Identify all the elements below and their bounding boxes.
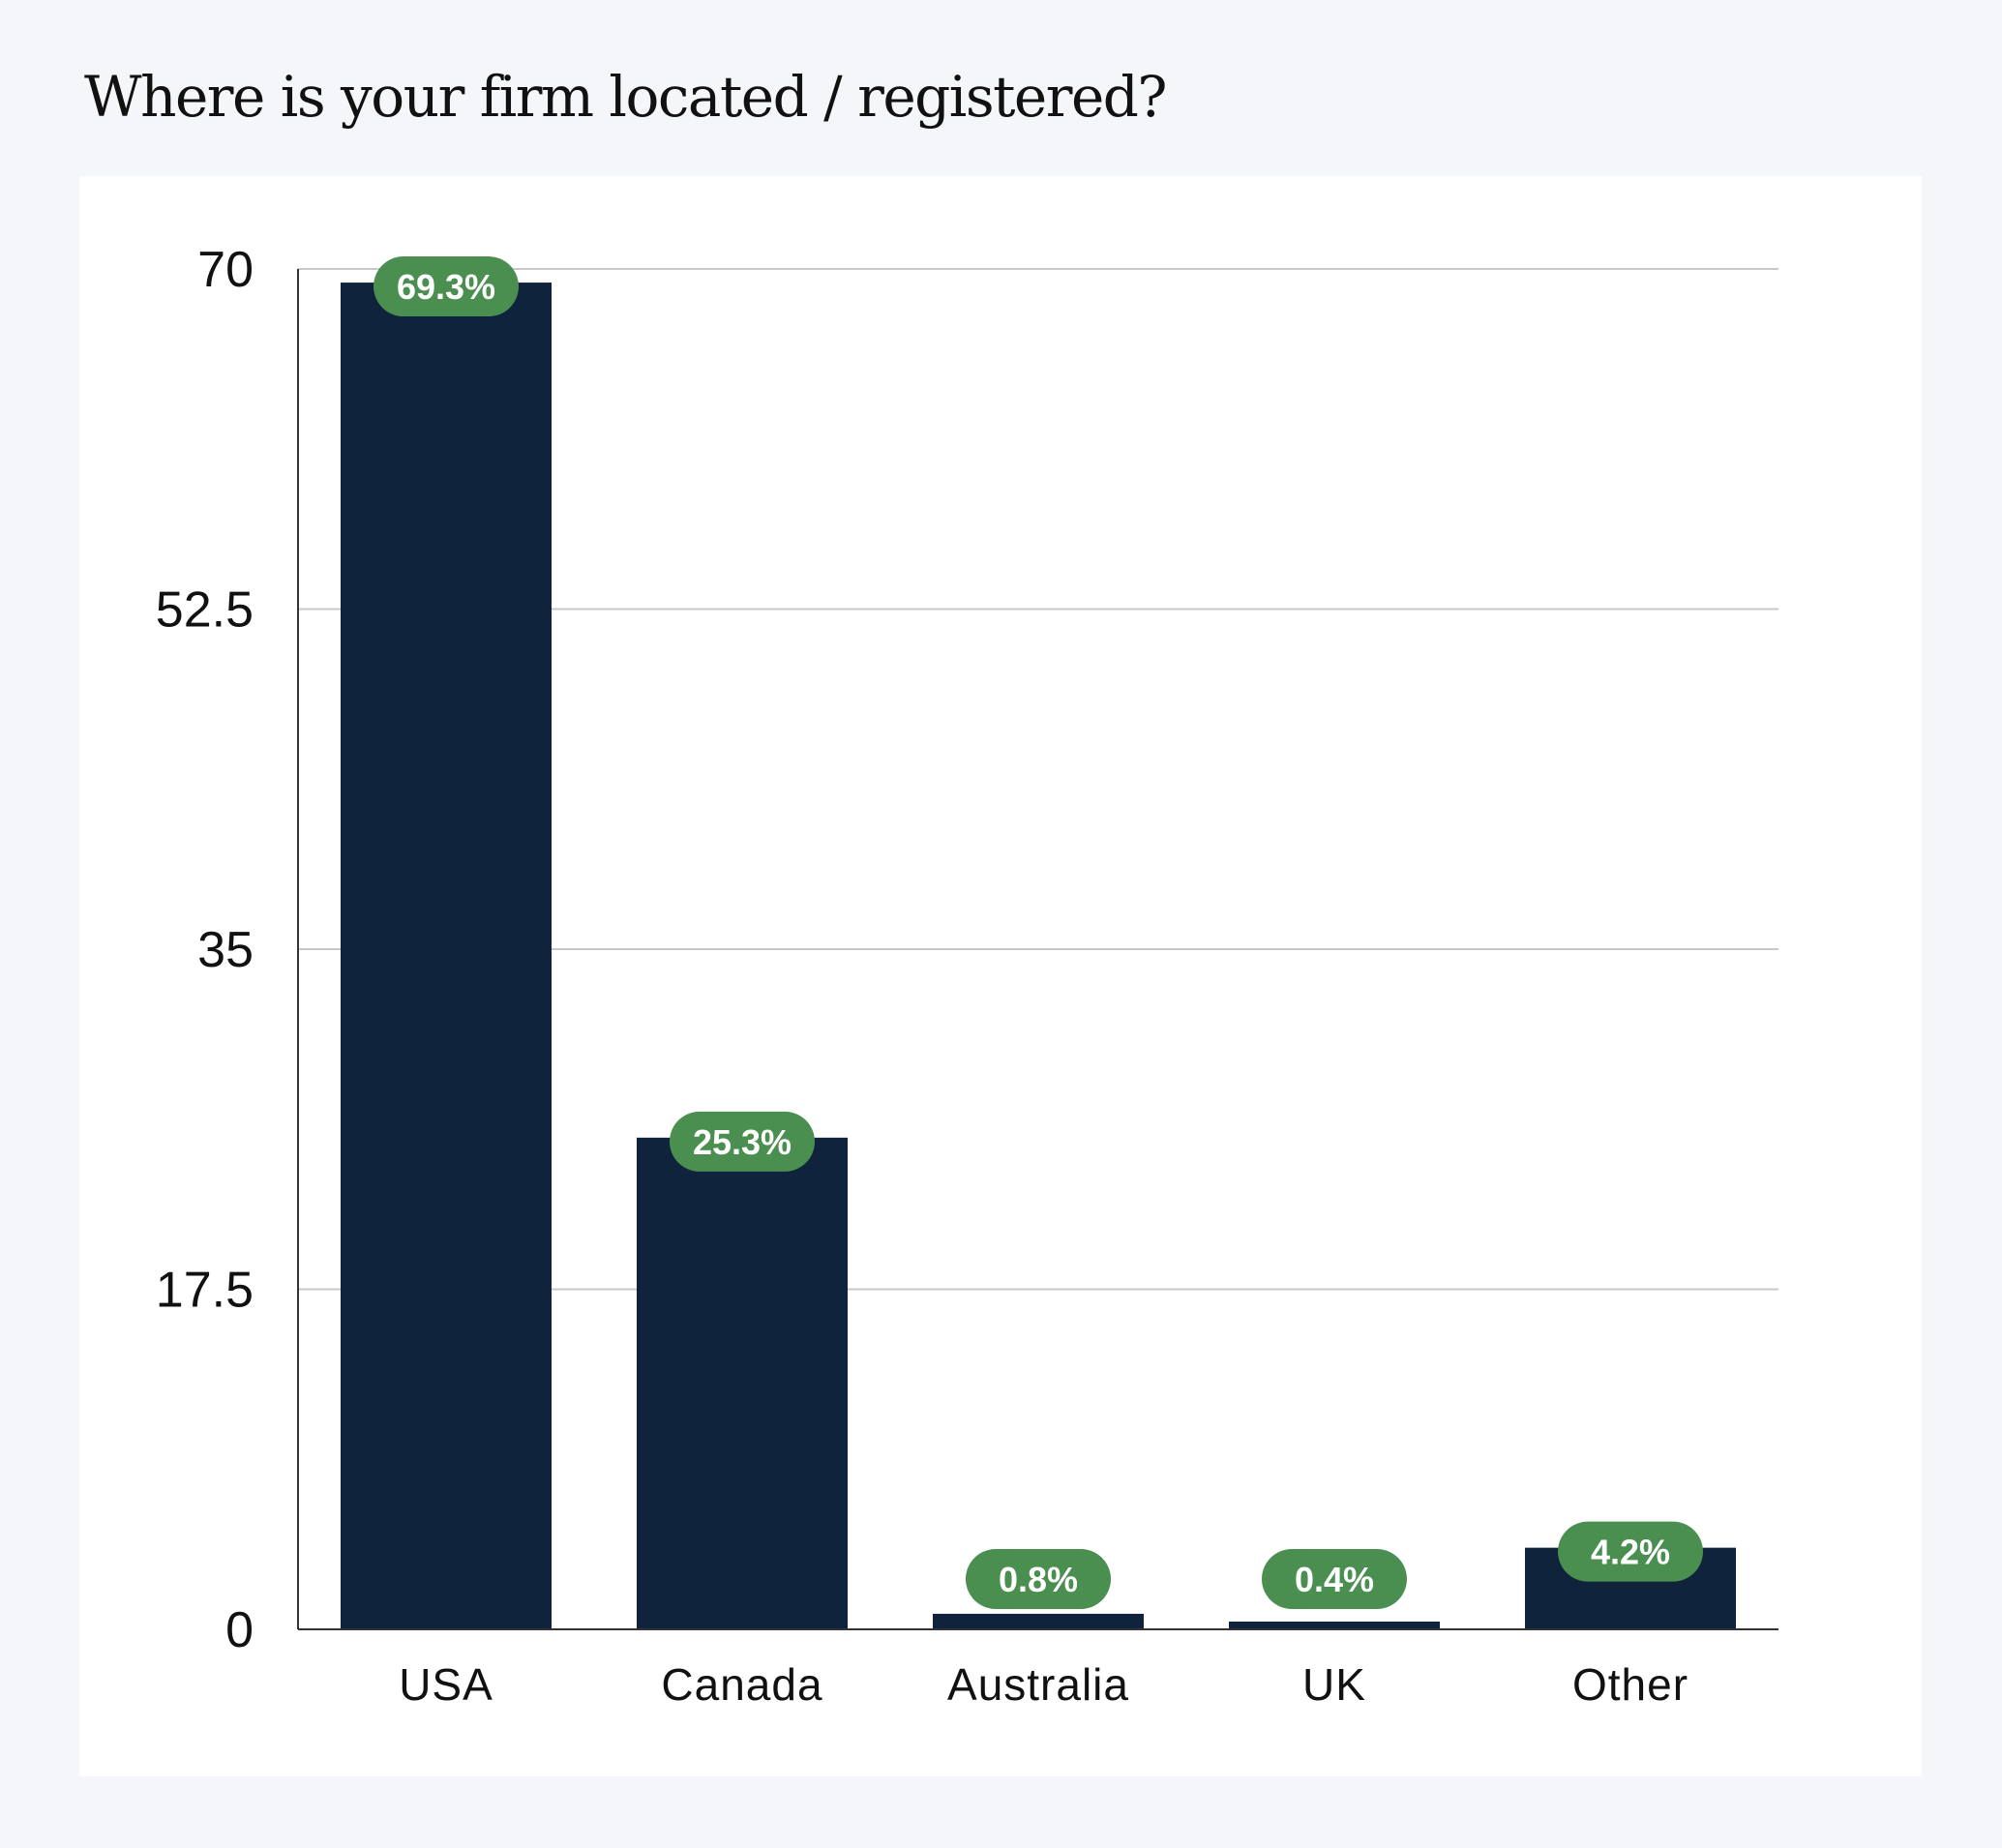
data-label: 0.8% — [999, 1560, 1078, 1599]
bar-uk — [1229, 1621, 1440, 1629]
data-label: 0.4% — [1295, 1560, 1374, 1599]
data-label-pill — [966, 1549, 1111, 1609]
data-label-pill — [1262, 1549, 1407, 1609]
chart-title: Where is your firm located / registered? — [84, 64, 1168, 130]
y-tick-label: 35 — [197, 922, 254, 978]
data-label-pill — [670, 1111, 815, 1172]
y-tick-label: 0 — [225, 1602, 254, 1658]
data-label: 4.2% — [1591, 1533, 1670, 1572]
x-category-label: Australia — [947, 1659, 1129, 1710]
x-category-label: UK — [1302, 1659, 1366, 1710]
x-category-label: Other — [1572, 1659, 1688, 1710]
axes: 0 17.5 35 52.5 70 USA Canada Australia UK Other — [156, 242, 1778, 1710]
y-tick-label: 17.5 — [156, 1263, 254, 1319]
x-category-label: USA — [399, 1659, 493, 1710]
bar-usa — [341, 283, 552, 1629]
data-label-pill — [374, 256, 519, 317]
data-labels: 69.3% 25.3% 0.8% 0.4% 4.2% — [374, 256, 1703, 1609]
y-tick-label: 52.5 — [156, 582, 254, 639]
data-label: 69.3% — [397, 267, 495, 307]
bar-canada — [637, 1137, 848, 1629]
data-label-pill — [1558, 1521, 1703, 1582]
bar-australia — [933, 1613, 1144, 1629]
chart-card: 0 17.5 35 52.5 70 USA Canada Australia UK Other 6… — [79, 176, 1922, 1776]
bars — [341, 283, 1736, 1629]
x-category-label: Canada — [661, 1659, 822, 1710]
data-label: 25.3% — [693, 1122, 792, 1162]
bar-chart: 0 17.5 35 52.5 70 USA Canada Australia UK Other 6… — [156, 242, 1778, 1710]
y-tick-label: 70 — [197, 242, 254, 298]
